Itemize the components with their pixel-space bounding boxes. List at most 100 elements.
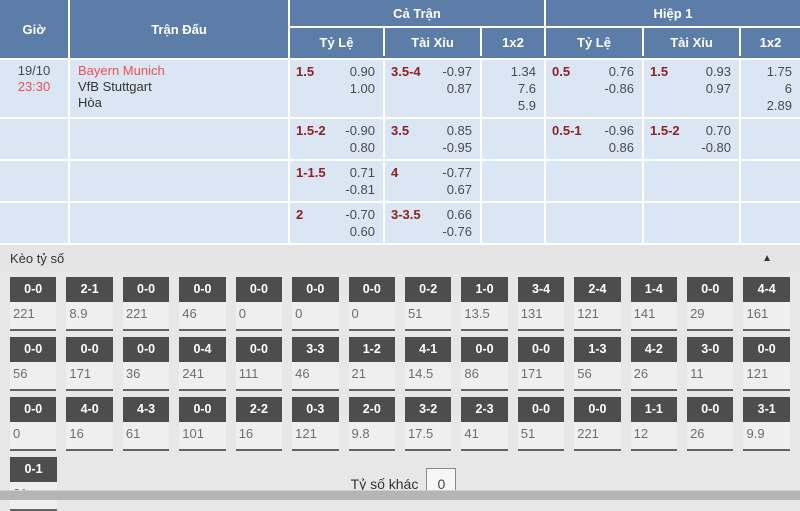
score-cell[interactable]: 2-4 121 (574, 277, 621, 331)
ft-handicap-cell[interactable]: 1.5 0.90 1.00 (290, 60, 385, 117)
odds-value: 0.80 (349, 140, 375, 155)
score-cell[interactable]: 2-3 41 (461, 397, 508, 451)
ft-1x2-cell[interactable] (482, 119, 546, 159)
odds-row: 2 -0.70 0.60 3-3.5 0.66 -0.76 (0, 203, 800, 245)
handicap-line: 1-1.5 (296, 165, 326, 180)
score-cell[interactable]: 0-0 29 (687, 277, 734, 331)
odds-value: 0.60 (349, 224, 375, 239)
match-cell[interactable] (70, 119, 290, 159)
draw-label: Hòa (78, 95, 102, 110)
score-cell[interactable]: 0-0 221 (574, 397, 621, 451)
match-cell[interactable] (70, 161, 290, 201)
score-label: 0-0 (743, 337, 790, 362)
score-cell[interactable]: 2-1 8.9 (66, 277, 113, 331)
score-cell[interactable]: 0-0 171 (517, 337, 565, 391)
score-cell[interactable]: 1-4 141 (630, 277, 678, 331)
score-cell[interactable]: 0-0 0 (348, 277, 395, 331)
score-label: 0-0 (235, 337, 283, 362)
score-label: 2-3 (461, 397, 508, 422)
score-cell[interactable]: 1-1 12 (630, 397, 678, 451)
score-cell[interactable]: 4-1 14.5 (404, 337, 452, 391)
h1-handicap-cell[interactable] (546, 161, 644, 201)
score-cell[interactable]: 2-0 9.8 (348, 397, 395, 451)
h1-1x2-cell[interactable] (741, 119, 800, 159)
correct-score-header[interactable]: Kèo tỷ số ▲ (0, 245, 800, 271)
ft-handicap-cell[interactable]: 1.5-2 -0.90 0.80 (290, 119, 385, 159)
score-cell[interactable]: 0-0 221 (10, 277, 57, 331)
score-cell[interactable]: 2-2 16 (235, 397, 283, 451)
h1-overunder-cell[interactable]: 1.5 0.93 0.97 (644, 60, 741, 117)
overunder-line: 3.5-4 (391, 64, 421, 79)
score-cell[interactable]: 3-3 46 (292, 337, 339, 391)
score-label: 0-0 (66, 337, 113, 362)
score-cell[interactable]: 1-3 56 (574, 337, 621, 391)
score-cell[interactable]: 0-0 56 (10, 337, 57, 391)
match-time: 23:30 (17, 79, 51, 94)
ft-handicap-cell[interactable]: 2 -0.70 0.60 (290, 203, 385, 243)
h1-1x2-cell[interactable] (741, 203, 800, 243)
score-cell[interactable]: 0-0 0 (292, 277, 339, 331)
odds-value: -0.86 (604, 81, 634, 96)
match-cell[interactable] (70, 203, 290, 243)
score-cell[interactable]: 3-1 9.9 (743, 397, 790, 451)
score-cell[interactable]: 0-0 86 (461, 337, 508, 391)
score-cell[interactable]: 1-2 21 (348, 337, 395, 391)
score-odds: 26 (633, 366, 649, 381)
score-cell[interactable]: 0-0 51 (517, 397, 565, 451)
col-header-match: Trận Đấu (70, 0, 290, 58)
h1-handicap-cell[interactable] (546, 203, 644, 243)
score-label: 0-4 (179, 337, 226, 362)
handicap-line: 0.5 (552, 64, 571, 79)
ft-overunder-cell[interactable]: 4 -0.77 0.67 (385, 161, 482, 201)
ft-overunder-cell[interactable]: 3.5 0.85 -0.95 (385, 119, 482, 159)
match-cell[interactable]: Bayern Munich VfB Stuttgart Hòa (70, 60, 290, 117)
score-label: 0-0 (461, 337, 508, 362)
ft-1x2-cell[interactable] (482, 161, 546, 201)
score-cell[interactable]: 0-0 46 (179, 277, 226, 331)
score-cell[interactable]: 0-0 36 (122, 337, 170, 391)
col-header-ft-overunder: Tài Xỉu (385, 28, 482, 56)
h1-overunder-cell[interactable] (644, 161, 741, 201)
score-cell[interactable]: 0-0 171 (66, 337, 113, 391)
score-cell[interactable]: 0-0 101 (179, 397, 226, 451)
score-cell[interactable]: 4-4 161 (743, 277, 790, 331)
collapse-icon[interactable]: ▲ (762, 252, 772, 264)
score-cell[interactable]: 1-0 13.5 (461, 277, 508, 331)
score-cell[interactable]: 0-3 121 (292, 397, 339, 451)
score-cell[interactable]: 0-2 51 (404, 277, 452, 331)
h1-1x2-cell[interactable] (741, 161, 800, 201)
odds-row: 19/10 23:30 Bayern Munich VfB Stuttgart … (0, 60, 800, 119)
score-cell[interactable]: 0-0 26 (687, 397, 734, 451)
h1-handicap-cell[interactable]: 0.5 0.76 -0.86 (546, 60, 644, 117)
odds-value: -0.70 (345, 207, 375, 222)
h1-1x2-cell[interactable]: 1.75 6 2.89 (741, 60, 800, 117)
score-cell[interactable]: 0-1 31 (10, 457, 57, 511)
ft-handicap-cell[interactable]: 1-1.5 0.71 -0.81 (290, 161, 385, 201)
score-cell[interactable]: 3-4 131 (517, 277, 565, 331)
ft-1x2-cell[interactable]: 1.34 7.6 5.9 (482, 60, 546, 117)
score-cell[interactable]: 3-0 11 (687, 337, 734, 391)
score-odds: 16 (238, 426, 254, 441)
score-cell[interactable]: 3-2 17.5 (404, 397, 452, 451)
col-header-time: Giờ (0, 0, 70, 58)
score-cell[interactable]: 0-0 0 (235, 277, 283, 331)
h1-overunder-cell[interactable] (644, 203, 741, 243)
score-cell[interactable]: 0-0 0 (10, 397, 57, 451)
score-odds: 0 (238, 306, 246, 321)
score-cell[interactable]: 4-0 16 (66, 397, 113, 451)
ft-overunder-cell[interactable]: 3-3.5 0.66 -0.76 (385, 203, 482, 243)
horizontal-scrollbar[interactable] (0, 490, 800, 500)
score-cell[interactable]: 0-4 241 (179, 337, 226, 391)
score-cell[interactable]: 4-2 26 (630, 337, 678, 391)
ft-1x2-cell[interactable] (482, 203, 546, 243)
score-cell[interactable]: 4-3 61 (122, 397, 170, 451)
score-cell[interactable]: 0-0 111 (235, 337, 283, 391)
h1-handicap-cell[interactable]: 0.5-1 -0.96 0.86 (546, 119, 644, 159)
score-label: 0-0 (517, 337, 565, 362)
score-cell[interactable]: 0-0 121 (743, 337, 790, 391)
score-odds: 8.9 (69, 306, 88, 321)
h1-overunder-cell[interactable]: 1.5-2 0.70 -0.80 (644, 119, 741, 159)
score-label: 3-4 (517, 277, 565, 302)
score-cell[interactable]: 0-0 221 (122, 277, 170, 331)
ft-overunder-cell[interactable]: 3.5-4 -0.97 0.87 (385, 60, 482, 117)
